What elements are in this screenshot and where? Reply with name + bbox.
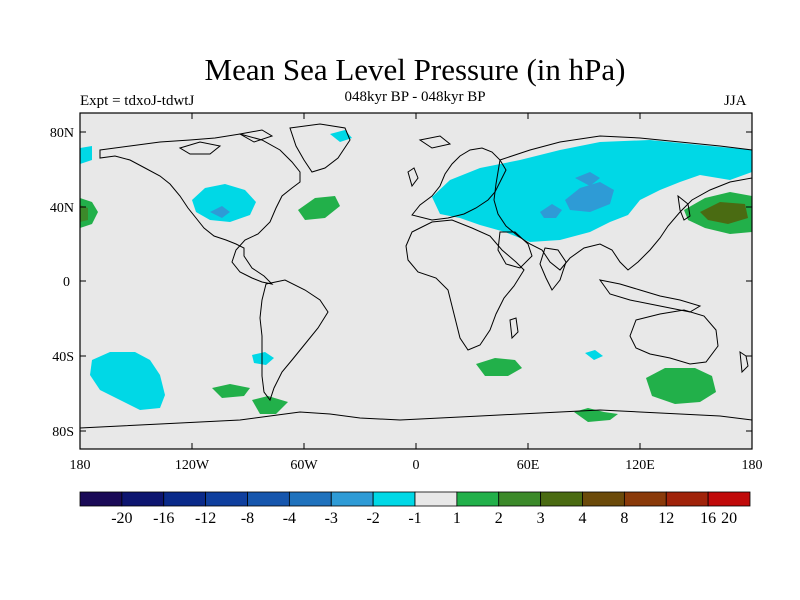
coast-japan (677, 194, 691, 221)
map-subtitle: 048kyr BP - 048kyr BP (344, 89, 486, 105)
colorbar-swatch (540, 491, 583, 507)
anomaly-negative-asia-core2 (540, 204, 562, 218)
anomaly-negative-asia-core3 (575, 172, 600, 186)
anomaly-positive-seamerica (212, 384, 250, 398)
anomaly-positive-npacific-west-core (700, 202, 748, 224)
coast-arabia (497, 231, 533, 269)
colorbar-label: -20 (111, 510, 132, 527)
colorbar-label: 4 (579, 510, 587, 527)
coast-madagascar (509, 317, 519, 340)
colorbar-swatch (707, 491, 751, 507)
colorbar-label: 8 (620, 510, 628, 527)
colorbar-label: -3 (325, 510, 338, 527)
colorbar-label: -1 (408, 510, 421, 527)
season-label: JJA (724, 93, 747, 109)
colorbar-swatch (456, 491, 500, 507)
colorbar-label: 2 (495, 510, 503, 527)
coast-north-america (99, 133, 301, 285)
colorbar-label: 20 (721, 510, 737, 527)
coast-greenland (289, 123, 351, 173)
coast-australia (629, 309, 719, 365)
colorbar-swatch (623, 491, 667, 507)
lon-label: 180 (70, 458, 91, 473)
colorbar-swatch (205, 491, 248, 507)
anomaly-negative-sam (252, 352, 274, 365)
colorbar-label: -2 (366, 510, 379, 527)
anomaly-positive-drake (252, 396, 288, 414)
colorbar-swatch (414, 491, 458, 507)
colorbar: -20 -16 -12 -8 -4 -3 -2 -1 1 2 3 4 8 12 16 20 (79, 491, 751, 527)
anomaly-negative-namerica-core (210, 206, 230, 218)
lon-label: 120E (625, 458, 655, 473)
colorbar-label: -4 (283, 510, 296, 527)
anomaly-regions (80, 130, 752, 422)
anomaly-negative-spacific (90, 352, 165, 410)
map-panel (79, 112, 753, 450)
coast-uk (407, 167, 419, 188)
coastlines (79, 123, 753, 429)
lat-label: 0 (63, 275, 70, 290)
lat-label: 80S (52, 425, 74, 440)
map-title: Mean Sea Level Pressure (in hPa) (204, 52, 626, 87)
coast-seasia (598, 279, 702, 313)
anomaly-negative-indian (585, 350, 603, 360)
colorbar-swatch (665, 491, 709, 507)
coast-europe (411, 147, 507, 221)
colorbar-swatch (582, 491, 625, 507)
lat-axis: 80N 40N 0 40S 80S (50, 126, 752, 440)
colorbar-label: -16 (153, 510, 174, 527)
lon-label: 120W (175, 458, 210, 473)
anomaly-positive-npacific-east-core (80, 205, 88, 222)
anomaly-negative-greenland (330, 130, 352, 142)
colorbar-swatch (498, 491, 542, 507)
colorbar-label: -8 (241, 510, 254, 527)
coast-india (539, 247, 567, 291)
colorbar-swatch (163, 491, 207, 507)
anomaly-positive-satlantic (476, 358, 522, 376)
coast-arctic-islands (178, 129, 452, 155)
colorbar-label: 12 (658, 510, 674, 527)
lat-label: 40N (50, 201, 74, 216)
lon-label: 0 (413, 458, 420, 473)
anomaly-negative-asia-core1 (565, 182, 614, 212)
lon-axis: 180 120W 60W 0 60E 120E 180 (70, 113, 763, 473)
coast-new-zealand (739, 350, 749, 374)
colorbar-label: 3 (537, 510, 545, 527)
colorbar-label: -12 (195, 510, 216, 527)
colorbar-swatch (79, 491, 123, 507)
lon-label: 60W (290, 458, 318, 473)
colorbar-swatch (247, 491, 290, 507)
colorbar-swatch (372, 491, 416, 507)
colorbar-swatch (330, 491, 374, 507)
anomaly-negative-namerica (192, 184, 256, 222)
anomaly-positive-spacific-west (646, 368, 716, 404)
lon-label: 180 (742, 458, 763, 473)
coast-south-america (259, 279, 329, 402)
lat-label: 80N (50, 126, 74, 141)
experiment-label: Expt = tdxoJ-tdwtJ (80, 93, 195, 109)
lon-label: 60E (517, 458, 540, 473)
anomaly-positive-atlantic (298, 196, 340, 220)
colorbar-swatch (121, 491, 165, 507)
anomaly-positive-southern (574, 408, 618, 422)
colorbar-label: 1 (453, 510, 461, 527)
anomaly-negative-arctic-west (80, 146, 92, 164)
colorbar-swatch (288, 491, 332, 507)
colorbar-label: 16 (700, 510, 716, 527)
coast-antarctica (79, 409, 753, 429)
coast-africa (405, 219, 525, 351)
lat-label: 40S (52, 350, 74, 365)
